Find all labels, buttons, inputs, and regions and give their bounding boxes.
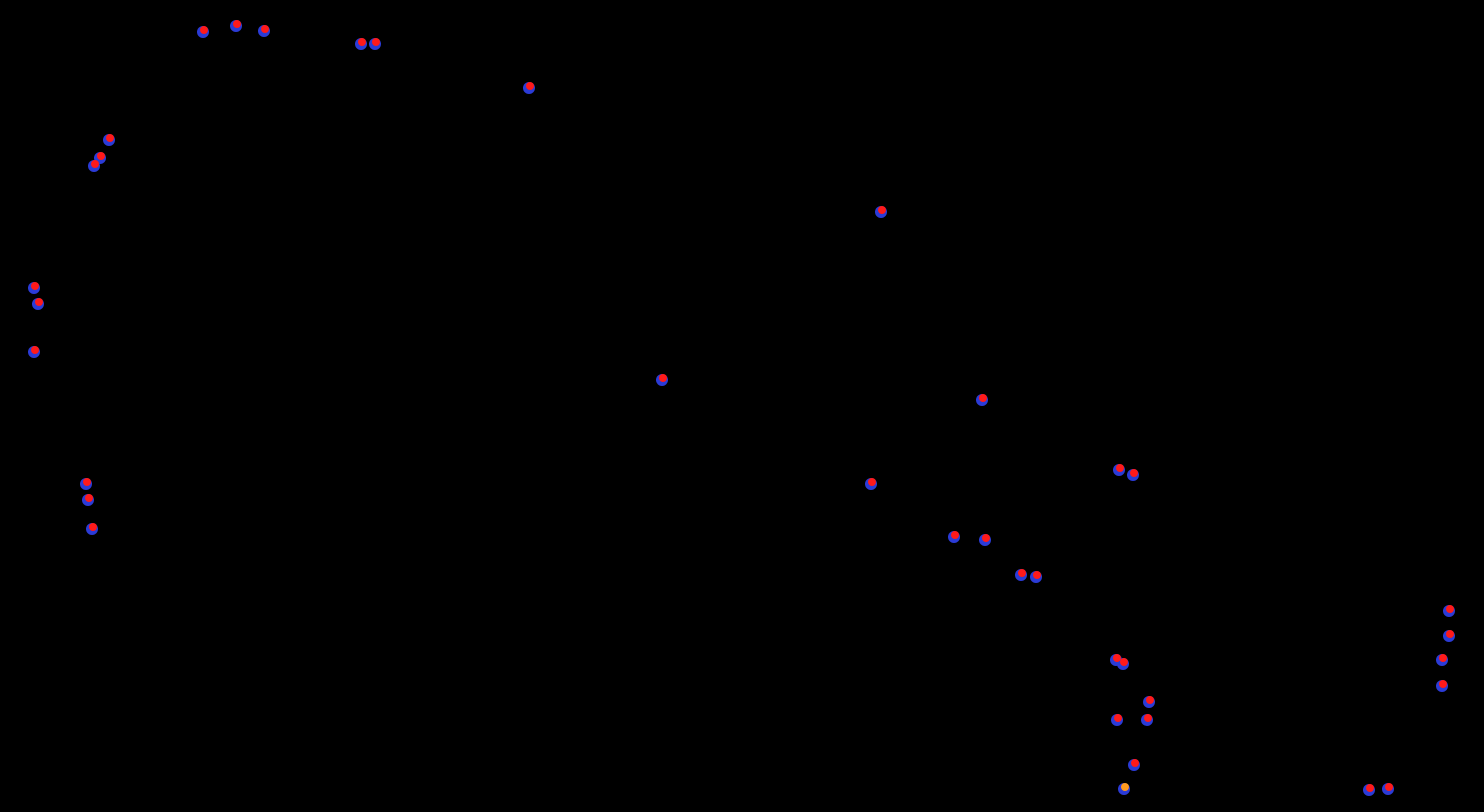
point-red [1130,469,1138,477]
point-red [526,82,534,90]
point-red [89,523,97,531]
point-red [982,534,990,542]
point-red [878,206,886,214]
point-red [35,298,43,306]
point-red [1385,783,1393,791]
point-red [1366,784,1374,792]
point-red [91,160,99,168]
point-red [1131,759,1139,767]
point-red [200,26,208,34]
point-red [1033,571,1041,579]
point-red [1446,630,1454,638]
point-orange [1121,783,1129,791]
point-red [1113,654,1121,662]
point-red [85,494,93,502]
point-red [1120,658,1128,666]
point-red [106,134,114,142]
point-red [1116,464,1124,472]
point-red [31,346,39,354]
point-red [1446,605,1454,613]
point-red [1114,714,1122,722]
scatter-plot [0,0,1484,812]
point-red [1439,654,1447,662]
point-red [868,478,876,486]
point-red [97,152,105,160]
point-red [372,38,380,46]
point-red [979,394,987,402]
point-red [659,374,667,382]
point-red [83,478,91,486]
point-red [1146,696,1154,704]
point-red [1018,569,1026,577]
point-red [261,25,269,33]
point-red [233,20,241,28]
point-red [951,531,959,539]
point-red [31,282,39,290]
point-red [1144,714,1152,722]
point-red [1439,680,1447,688]
point-red [358,38,366,46]
